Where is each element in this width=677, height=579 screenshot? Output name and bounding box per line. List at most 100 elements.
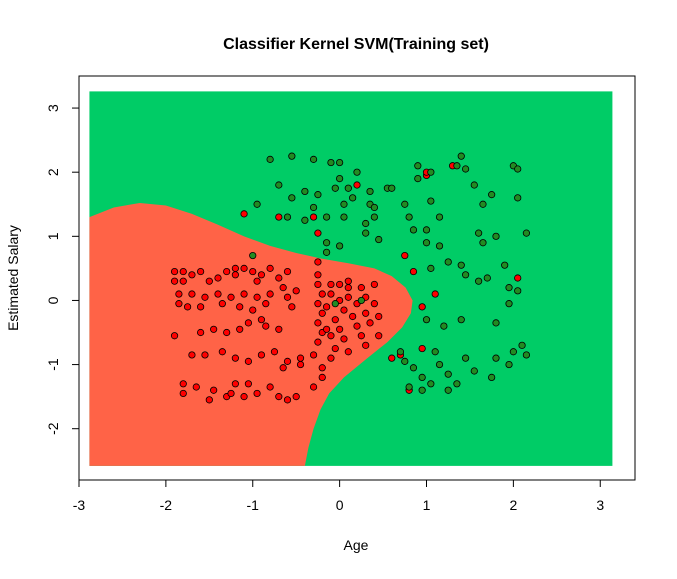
point-class-0 <box>318 290 326 298</box>
point-class-0 <box>275 213 283 221</box>
point-class-1 <box>501 261 509 269</box>
point-class-0 <box>188 290 196 298</box>
x-axis-label: Age <box>344 537 369 553</box>
point-class-1 <box>336 175 344 183</box>
point-class-0 <box>275 274 283 282</box>
point-class-0 <box>322 325 331 333</box>
y-axis: -2 -1 0 1 2 3 <box>45 104 80 435</box>
point-class-0 <box>340 335 348 343</box>
y-axis-label: Estimated Salary <box>5 225 21 331</box>
point-class-0 <box>210 386 218 394</box>
point-class-0 <box>231 354 239 362</box>
point-class-0 <box>296 354 305 362</box>
point-class-1 <box>492 354 500 362</box>
point-class-1 <box>414 162 422 170</box>
point-class-1 <box>444 370 452 378</box>
point-class-0 <box>240 210 248 218</box>
point-class-1 <box>353 168 361 176</box>
point-class-1 <box>461 165 470 173</box>
y-tick-label: 0 <box>45 296 61 304</box>
point-class-0 <box>318 364 326 372</box>
point-class-0 <box>409 267 418 276</box>
point-class-0 <box>362 341 370 349</box>
point-class-0 <box>179 267 187 276</box>
point-class-0 <box>175 290 183 298</box>
point-class-1 <box>457 152 465 160</box>
y-tick-label: 3 <box>45 104 61 112</box>
x-tick-label: -1 <box>247 497 260 513</box>
point-class-1 <box>492 319 500 327</box>
point-class-0 <box>249 267 257 276</box>
point-class-0 <box>344 293 352 301</box>
point-class-1 <box>288 194 296 202</box>
point-class-0 <box>336 280 344 289</box>
region-class-0 <box>89 202 413 466</box>
point-class-0 <box>327 280 335 289</box>
point-class-0 <box>370 300 378 308</box>
point-class-1 <box>427 168 435 176</box>
decision-regions <box>89 91 613 466</box>
point-class-1 <box>435 360 444 369</box>
point-class-0 <box>388 354 396 362</box>
point-class-1 <box>414 175 422 183</box>
point-class-0 <box>514 274 522 282</box>
point-class-1 <box>514 165 522 173</box>
point-class-0 <box>318 309 326 317</box>
point-class-0 <box>362 309 370 317</box>
point-class-1 <box>422 226 431 234</box>
point-class-0 <box>366 319 374 327</box>
point-class-1 <box>340 213 348 221</box>
point-class-0 <box>275 393 283 401</box>
point-class-1 <box>505 360 513 369</box>
point-class-0 <box>314 258 322 266</box>
point-class-1 <box>401 200 409 208</box>
point-class-1 <box>340 200 348 208</box>
point-class-0 <box>279 284 287 292</box>
chart-title: Classifier Kernel SVM(Training set) <box>223 36 489 53</box>
point-class-1 <box>401 357 409 365</box>
point-class-1 <box>457 316 465 324</box>
point-class-0 <box>344 284 352 292</box>
point-class-1 <box>327 158 335 167</box>
point-class-0 <box>309 351 318 359</box>
point-class-0 <box>375 332 383 340</box>
point-class-1 <box>435 213 444 221</box>
point-class-0 <box>357 332 365 340</box>
point-class-0 <box>179 277 187 285</box>
point-class-1 <box>461 354 470 362</box>
point-class-0 <box>188 271 196 279</box>
point-class-0 <box>205 277 213 285</box>
point-class-0 <box>210 325 218 333</box>
point-class-0 <box>283 357 292 365</box>
point-class-0 <box>327 290 335 298</box>
point-class-0 <box>401 251 409 260</box>
point-class-1 <box>322 213 331 221</box>
point-class-0 <box>370 280 378 289</box>
point-class-0 <box>179 389 187 398</box>
point-class-1 <box>457 261 465 269</box>
x-tick-label: 0 <box>336 497 344 513</box>
point-class-0 <box>170 267 179 276</box>
point-class-1 <box>309 203 318 212</box>
point-class-1 <box>440 322 448 330</box>
point-class-0 <box>218 300 226 308</box>
point-class-1 <box>349 194 357 202</box>
point-class-1 <box>514 194 522 202</box>
point-class-0 <box>244 380 253 388</box>
point-class-0 <box>270 348 279 356</box>
point-class-1 <box>366 187 374 196</box>
point-class-0 <box>309 213 318 221</box>
point-class-1 <box>453 380 461 388</box>
point-class-1 <box>475 229 483 237</box>
point-class-1 <box>409 226 418 234</box>
point-class-1 <box>336 158 344 167</box>
point-class-0 <box>197 303 205 311</box>
point-class-0 <box>214 274 222 282</box>
point-class-0 <box>275 325 283 333</box>
point-class-0 <box>227 293 235 301</box>
point-class-1 <box>453 162 461 170</box>
point-class-1 <box>435 242 444 250</box>
point-class-1 <box>418 373 426 381</box>
point-class-0 <box>253 277 261 285</box>
